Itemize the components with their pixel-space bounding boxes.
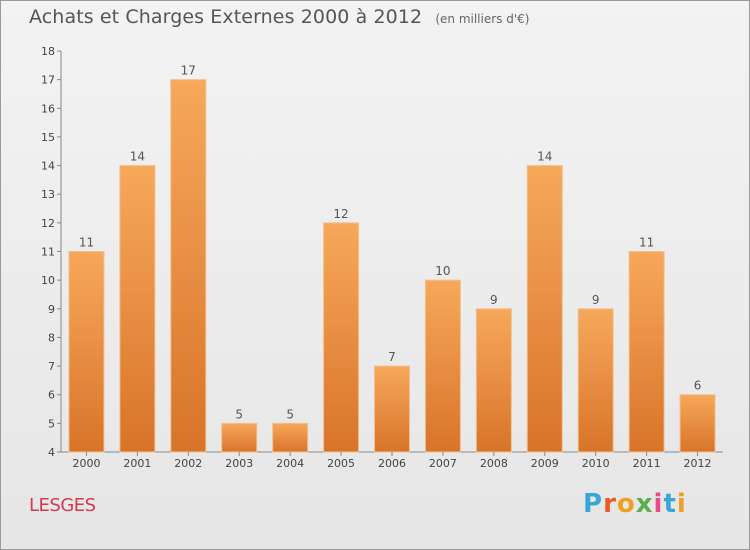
y-tick-label: 7 — [48, 360, 55, 373]
x-tick-label: 2005 — [327, 457, 355, 470]
y-tick-label: 5 — [48, 417, 55, 430]
bar — [374, 365, 410, 453]
y-tick-label: 13 — [41, 188, 55, 201]
brand-letter: x — [635, 489, 654, 519]
bar — [119, 165, 156, 453]
data-label: 5 — [286, 407, 294, 421]
y-tick-label: 4 — [48, 446, 55, 459]
brand-letter: t — [663, 489, 677, 519]
y-tick-label: 10 — [41, 274, 55, 287]
data-label: 10 — [435, 264, 450, 278]
brand-letter: r — [603, 489, 617, 519]
x-tick-label: 2001 — [123, 457, 151, 470]
data-label: 14 — [537, 150, 552, 164]
y-tick-label: 15 — [41, 131, 55, 144]
data-label: 6 — [694, 379, 702, 393]
data-label: 5 — [235, 407, 243, 421]
x-tick-label: 2004 — [276, 457, 304, 470]
bar — [526, 165, 563, 453]
bar — [272, 422, 309, 453]
y-tick-label: 8 — [48, 331, 55, 344]
x-tick-label: 2000 — [72, 457, 100, 470]
y-tick-label: 16 — [41, 102, 55, 115]
x-tick-label: 2002 — [174, 457, 202, 470]
y-tick-label: 6 — [48, 389, 55, 402]
bar — [68, 251, 105, 453]
data-label: 17 — [181, 64, 196, 78]
brand-letter: i — [653, 489, 664, 519]
chart-subtitle: (en milliers d'€) — [435, 12, 530, 26]
x-tick-label: 2003 — [225, 457, 253, 470]
x-tick-label: 2007 — [429, 457, 457, 470]
y-tick-label: 12 — [41, 217, 55, 230]
bar — [424, 279, 461, 453]
x-tick-label: 2010 — [582, 457, 610, 470]
data-label: 12 — [333, 207, 348, 221]
y-tick-label: 17 — [41, 74, 55, 87]
y-tick-label: 18 — [41, 45, 55, 58]
x-tick-label: 2009 — [531, 457, 559, 470]
bar — [679, 394, 716, 453]
x-tick-label: 2008 — [480, 457, 508, 470]
data-label: 11 — [79, 236, 94, 250]
brand-letter: i — [676, 489, 687, 519]
data-label: 9 — [592, 293, 600, 307]
brand-logo: Proxiti — [583, 489, 687, 519]
x-tick-label: 2011 — [633, 457, 661, 470]
y-tick-label: 9 — [48, 303, 55, 316]
brand-letter: P — [583, 489, 604, 519]
y-tick-label: 11 — [41, 246, 55, 259]
bar — [628, 251, 665, 453]
data-label: 7 — [388, 350, 396, 364]
bar — [221, 422, 258, 453]
bar — [577, 308, 614, 453]
chart-title: Achats et Charges Externes 2000 à 2012 — [29, 6, 423, 28]
brand-letter: o — [616, 489, 636, 519]
bar — [170, 79, 207, 453]
data-label: 11 — [639, 236, 654, 250]
data-label: 14 — [130, 150, 145, 164]
commune-label: LESGES — [29, 495, 96, 516]
x-tick-label: 2006 — [378, 457, 406, 470]
x-tick-label: 2012 — [684, 457, 712, 470]
title-row: Achats et Charges Externes 2000 à 2012 (… — [29, 6, 529, 36]
y-tick-label: 14 — [41, 160, 55, 173]
data-label: 9 — [490, 293, 498, 307]
bar — [323, 222, 360, 453]
bar — [475, 308, 512, 453]
